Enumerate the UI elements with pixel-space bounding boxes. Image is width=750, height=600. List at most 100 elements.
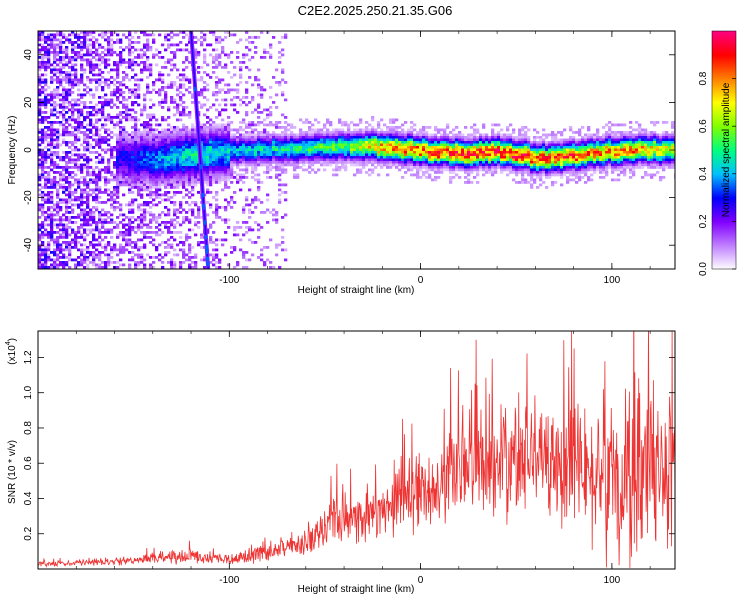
heatmap-cell <box>380 166 384 169</box>
heatmap-cell <box>47 98 51 102</box>
heatmap-cell <box>323 141 327 144</box>
heatmap-cell <box>269 96 273 99</box>
heatmap-cell <box>182 48 186 52</box>
heatmap-cell <box>77 126 81 129</box>
heatmap-cell <box>341 123 345 127</box>
heatmap-cell <box>260 111 264 114</box>
heatmap-cell <box>74 191 78 194</box>
heatmap-cell <box>44 223 48 227</box>
heatmap-cell <box>230 103 234 107</box>
heatmap-cell <box>143 156 147 159</box>
heatmap-cell <box>293 153 297 157</box>
heatmap-cell <box>335 138 339 142</box>
heatmap-cell <box>353 163 357 167</box>
heatmap-cell <box>215 266 219 269</box>
heatmap-cell <box>320 146 324 149</box>
heatmap-cell <box>119 136 123 139</box>
heatmap-cell <box>77 78 81 82</box>
heatmap-cell <box>38 128 42 132</box>
heatmap-cell <box>125 146 129 149</box>
heatmap-cell <box>263 148 267 152</box>
heatmap-cell <box>176 141 180 144</box>
heatmap-cell <box>449 171 453 174</box>
heatmap-cell <box>83 138 87 142</box>
heatmap-cell <box>143 43 147 47</box>
heatmap-cell <box>116 98 120 102</box>
heatmap-cell <box>431 163 435 167</box>
heatmap-cell <box>374 133 378 137</box>
heatmap-cell <box>74 181 78 184</box>
heatmap-cell <box>236 138 240 142</box>
heatmap-cell <box>212 156 216 159</box>
heatmap-cell <box>140 123 144 127</box>
heatmap-cell <box>284 98 288 102</box>
heatmap-cell <box>59 198 63 202</box>
heatmap-cell <box>377 156 381 159</box>
heatmap-cell <box>191 166 195 169</box>
heatmap-cell <box>275 81 279 84</box>
heatmap-cell <box>146 188 150 192</box>
heatmap-cell <box>221 136 225 139</box>
heatmap-cell <box>68 93 72 97</box>
heatmap-cell <box>110 256 114 259</box>
heatmap-cell <box>281 143 285 147</box>
heatmap-cell <box>275 93 279 97</box>
heatmap-cell <box>173 98 177 102</box>
heatmap-cell <box>92 213 96 217</box>
heatmap-cell <box>104 53 108 57</box>
heatmap-cell <box>242 96 246 99</box>
heatmap-cell <box>398 141 402 144</box>
heatmap-cell <box>146 58 150 62</box>
heatmap-cell <box>80 143 84 147</box>
heatmap-cell <box>308 171 312 174</box>
heatmap-cell <box>122 238 126 242</box>
heatmap-cell <box>125 98 129 102</box>
heatmap-cell <box>155 181 159 184</box>
heatmap-cell <box>203 148 207 152</box>
heatmap-cell <box>161 98 165 102</box>
heatmap-cell <box>152 146 156 149</box>
heatmap-cell <box>80 31 84 34</box>
heatmap-cell <box>65 206 69 209</box>
heatmap-cell <box>116 261 120 264</box>
heatmap-cell <box>113 93 117 97</box>
heatmap-cell <box>149 98 153 102</box>
heatmap-cell <box>269 86 273 89</box>
heatmap-cell <box>428 161 432 164</box>
heatmap-cell <box>293 163 297 167</box>
heatmap-cell <box>176 216 180 219</box>
heatmap-cell <box>332 143 336 147</box>
heatmap-cell <box>56 121 60 124</box>
heatmap-cell <box>230 158 234 162</box>
heatmap-cell <box>83 236 87 239</box>
heatmap-cell <box>134 218 138 222</box>
heatmap-cell <box>134 198 138 202</box>
heatmap-cell <box>74 236 78 239</box>
heatmap-cell <box>98 83 102 87</box>
heatmap-cell <box>89 178 93 182</box>
heatmap-cell <box>245 88 249 92</box>
heatmap-cell <box>194 133 198 137</box>
heatmap-cell <box>401 141 405 144</box>
heatmap-cell <box>125 76 129 79</box>
heatmap-cell <box>173 208 177 212</box>
heatmap-cell <box>389 118 393 122</box>
heatmap-cell <box>164 133 168 137</box>
heatmap-cell <box>44 103 48 107</box>
heatmap-cell <box>260 146 264 149</box>
heatmap-cell <box>140 261 144 264</box>
heatmap-cell <box>167 166 171 169</box>
heatmap-cell <box>341 161 345 164</box>
heatmap-cell <box>209 76 213 79</box>
heatmap-cell <box>269 151 273 154</box>
heatmap-cell <box>263 146 267 149</box>
heatmap-cell <box>224 183 228 187</box>
heatmap-cell <box>230 148 234 152</box>
heatmap-cell <box>74 148 78 152</box>
heatmap-cell <box>173 131 177 134</box>
heatmap-cell <box>80 46 84 49</box>
heatmap-cell <box>110 173 114 177</box>
heatmap-cell <box>98 133 102 137</box>
heatmap-cell <box>74 73 78 77</box>
heatmap-cell <box>209 43 213 47</box>
